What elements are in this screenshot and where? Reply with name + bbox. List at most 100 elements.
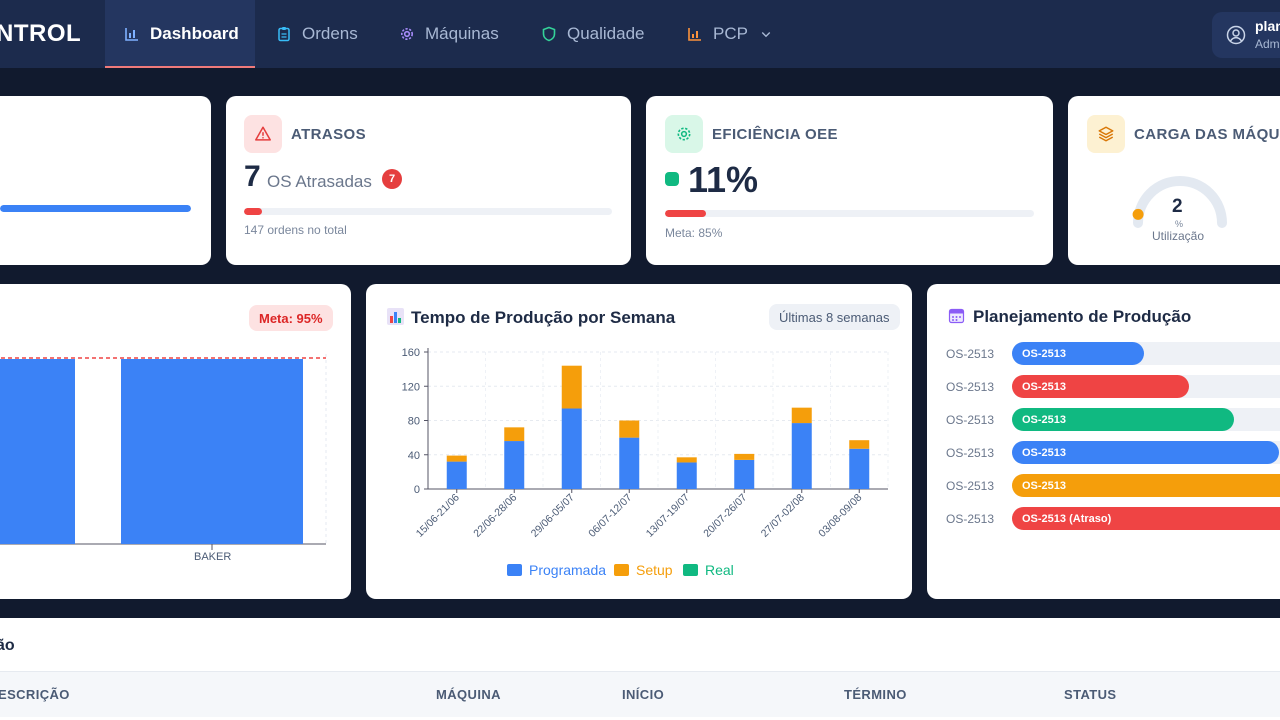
x-tick-label: 03/08-09/08 <box>816 492 864 540</box>
production-chart-title: Tempo de Produção por Semana <box>411 308 676 327</box>
planning-bar[interactable]: OS-2513 <box>1012 441 1279 464</box>
x-tick-label: BAKER <box>194 551 232 563</box>
planning-bar[interactable]: OS-2513 <box>1012 375 1189 398</box>
warning-icon <box>244 115 282 153</box>
x-tick-label: 15/06-21/06 <box>414 492 462 540</box>
nav-maquinas[interactable]: Máquinas <box>399 0 499 68</box>
nav-maquinas-label: Máquinas <box>425 24 499 43</box>
bar-machine-baker <box>121 359 303 544</box>
carga-gauge <box>1132 176 1227 228</box>
planning-row-track: OS-2513 <box>1012 342 1280 365</box>
bar-programada-5 <box>734 459 755 489</box>
stat-card-carga[interactable]: CARGA DAS MÁQUIN 2 % Utilização <box>1068 96 1280 265</box>
user-menu[interactable]: plan Adm <box>1212 12 1280 58</box>
bar-setup-2 <box>561 365 582 409</box>
column-header-status[interactable]: STATUS <box>1064 687 1117 702</box>
carga-value: 2 <box>1172 196 1183 217</box>
machine-bar-chart <box>0 354 327 550</box>
bar-setup-3 <box>619 420 640 438</box>
legend-label-real: Real <box>705 562 734 578</box>
x-tick-label: 29/06-05/07 <box>529 492 577 540</box>
bar-setup-5 <box>734 453 755 460</box>
bar-programada-2 <box>561 408 582 489</box>
bar-programada-6 <box>791 423 812 489</box>
column-header-maquina[interactable]: MÁQUINA <box>436 687 501 702</box>
planning-row-track: OS-2513 (Atraso) <box>1012 507 1280 530</box>
planning-row-label: OS-2513 <box>946 512 995 526</box>
production-bar-chart: 0 40 80 120 160 15/06-21/06 22/06-28/06 29/06-0… <box>402 347 889 540</box>
nav-dashboard-label: Dashboard <box>150 24 239 43</box>
planning-row-track: OS-2513 <box>1012 375 1280 398</box>
chevron-down-icon <box>761 32 771 38</box>
planning-bar[interactable]: OS-2513 <box>1012 474 1280 497</box>
carga-title: CARGA DAS MÁQUIN <box>1134 126 1280 143</box>
column-header-termino[interactable]: TÉRMINO <box>844 687 907 702</box>
bar-setup-6 <box>791 407 812 424</box>
nav-pcp[interactable]: PCP <box>687 0 772 68</box>
nav-ordens[interactable]: Ordens <box>276 0 358 68</box>
table-header: ESCRIÇÃO MÁQUINA INÍCIO TÉRMINO STATUS <box>0 671 1280 717</box>
nav-qualidade-label: Qualidade <box>567 24 645 43</box>
oee-note: Meta: 85% <box>665 226 723 240</box>
atrasos-progress <box>244 208 612 215</box>
planning-row-label: OS-2513 <box>946 347 995 361</box>
bar-programada-0 <box>446 461 467 489</box>
x-tick-label: 20/07-26/07 <box>701 492 749 540</box>
gear-icon <box>665 115 703 153</box>
bar-programada-7 <box>849 448 870 489</box>
first-card-progress-fill <box>0 205 191 212</box>
bar-machine-1 <box>0 359 75 544</box>
x-tick-label: 27/07-02/08 <box>759 492 807 540</box>
legend-swatch-programada <box>507 564 522 576</box>
chart-bar-icon <box>387 308 404 325</box>
carga-gauge-indicator <box>1132 208 1144 220</box>
bar-setup-1 <box>504 427 525 442</box>
nav-pcp-label: PCP <box>713 24 748 43</box>
column-header-inicio[interactable]: INÍCIO <box>622 687 665 702</box>
bar-setup-7 <box>849 440 870 449</box>
machine-efficiency-panel: Meta: 95% BAKER <box>0 284 351 599</box>
calendar-icon <box>948 307 965 324</box>
atrasos-label: OS Atrasadas <box>267 172 372 191</box>
bar-programada-1 <box>504 441 525 489</box>
legend-label-programada: Programada <box>529 562 607 578</box>
bar-programada-3 <box>619 437 640 489</box>
planning-row-track: OS-2513 <box>1012 441 1280 464</box>
bar-programada-4 <box>676 462 697 489</box>
top-nav: NTROL Dashboard Ordens Máquinas Qualidad… <box>0 0 1280 68</box>
nav-dashboard[interactable]: Dashboard <box>105 0 255 68</box>
planning-title: Planejamento de Produção <box>973 307 1192 326</box>
legend-programada: Programada <box>507 562 606 578</box>
planning-panel: Planejamento de Produção OS-2513 OS-2513 O… <box>927 284 1280 599</box>
clipboard-icon <box>278 27 290 42</box>
column-header-descricao[interactable]: ESCRIÇÃO <box>0 687 70 702</box>
stat-card-oee[interactable]: EFICIÊNCIA OEE 11% Meta: 85% <box>646 96 1053 265</box>
bar-setup-4 <box>676 457 697 463</box>
oee-progress-fill <box>665 210 706 217</box>
oee-value: 11% <box>688 159 759 200</box>
planning-bar[interactable]: OS-2513 <box>1012 342 1144 365</box>
y-tick-label: 160 <box>402 347 420 359</box>
atrasos-progress-fill <box>244 208 263 215</box>
user-name: plan <box>1255 18 1280 34</box>
range-selector[interactable]: Últimas 8 semanas <box>769 304 900 330</box>
stat-card-atrasos[interactable]: ATRASOS 7 OS Atrasadas 7 147 ordens no t… <box>226 96 631 265</box>
planning-bar[interactable]: OS-2513 <box>1012 408 1234 431</box>
atrasos-badge: 7 <box>382 169 402 189</box>
x-tick-label: 13/07-19/07 <box>644 492 692 540</box>
nav-qualidade[interactable]: Qualidade <box>541 0 645 68</box>
table-title: ão <box>0 637 15 654</box>
meta-badge: Meta: 95% <box>249 305 333 331</box>
planning-row-track: OS-2513 <box>1012 474 1280 497</box>
x-tick-label: 06/07-12/07 <box>586 492 634 540</box>
gear-icon <box>401 28 413 40</box>
production-time-panel: Tempo de Produção por Semana Últimas 8 s… <box>366 284 912 599</box>
planning-row-label: OS-2513 <box>946 446 995 460</box>
y-tick-label: 80 <box>408 416 420 428</box>
planning-bar[interactable]: OS-2513 (Atraso) <box>1012 507 1280 530</box>
chart-icon <box>688 28 701 41</box>
planning-row-label: OS-2513 <box>946 479 995 493</box>
app-logo: NTROL <box>0 20 82 47</box>
user-role: Adm <box>1255 37 1280 51</box>
oee-status-dot <box>665 172 679 186</box>
